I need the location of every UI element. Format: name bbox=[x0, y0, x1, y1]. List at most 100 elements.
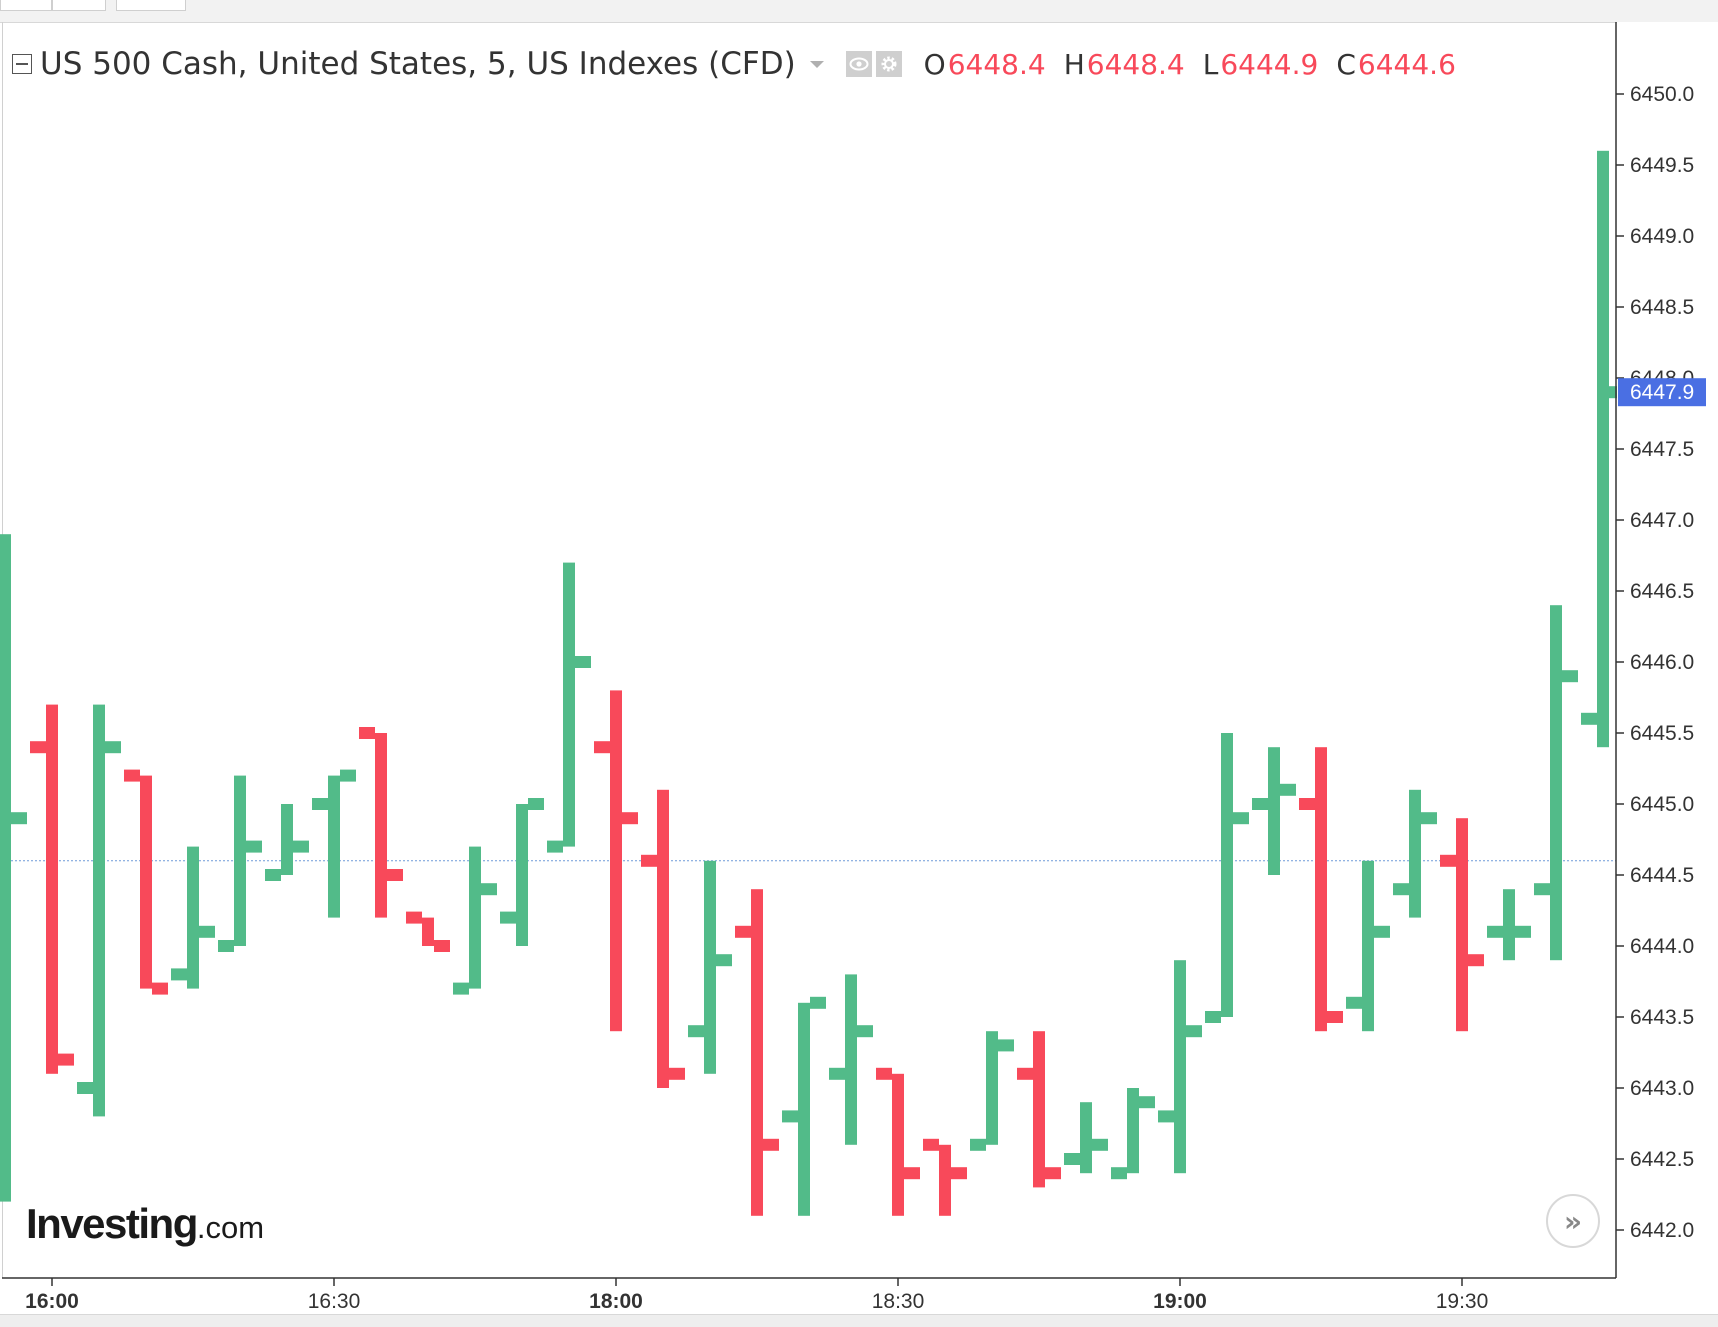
gear-icon[interactable] bbox=[875, 51, 902, 77]
bar-open-tick bbox=[1252, 798, 1268, 810]
bar-range bbox=[140, 775, 152, 989]
bar-range bbox=[46, 704, 58, 1074]
price-tick-label: 6443.5 bbox=[1630, 1006, 1694, 1029]
time-axis-bg bbox=[2, 1278, 1618, 1314]
bar-range bbox=[610, 690, 622, 1032]
bar-close-tick bbox=[763, 1138, 779, 1151]
ohlc-bar bbox=[218, 775, 262, 952]
bar-range bbox=[1597, 150, 1609, 748]
bar-range bbox=[1268, 747, 1280, 875]
bar-open-tick bbox=[1111, 1167, 1127, 1180]
bar-close-tick bbox=[1374, 925, 1390, 938]
bar-open-tick bbox=[453, 982, 469, 995]
bar-open-tick bbox=[1017, 1067, 1033, 1080]
price-tick-label: 6442.0 bbox=[1630, 1219, 1694, 1242]
bar-range bbox=[563, 562, 575, 847]
price-tick-label: 6445.0 bbox=[1630, 793, 1694, 816]
eye-icon[interactable] bbox=[845, 51, 872, 77]
bar-close-tick bbox=[1092, 1138, 1108, 1151]
symbol-title[interactable]: US 500 Cash, United States, 5, US Indexe… bbox=[40, 46, 796, 82]
bar-open-tick bbox=[641, 854, 657, 867]
price-tick-label: 6446.0 bbox=[1630, 651, 1694, 674]
bar-open-tick bbox=[782, 1110, 798, 1123]
dropdown-caret-icon[interactable] bbox=[809, 60, 824, 68]
bar-range bbox=[234, 775, 246, 946]
ohlc-bar bbox=[1534, 605, 1578, 961]
bar-close-tick bbox=[105, 741, 121, 754]
bar-open-tick bbox=[1064, 1153, 1080, 1165]
toolbar-button[interactable] bbox=[116, 0, 186, 11]
ohlc-bar bbox=[500, 798, 544, 946]
top-toolbar bbox=[0, 0, 1718, 23]
price-tick-label: 6449.5 bbox=[1630, 154, 1694, 177]
time-tick-label: 16:30 bbox=[308, 1290, 361, 1313]
bar-close-tick bbox=[998, 1039, 1014, 1052]
ohlc-bar bbox=[1393, 789, 1437, 918]
bar-open-tick bbox=[406, 911, 422, 924]
bar-open-tick bbox=[1534, 883, 1550, 896]
bar-range bbox=[892, 1073, 904, 1216]
bar-close-tick bbox=[1139, 1096, 1155, 1109]
bar-close-tick bbox=[1186, 1025, 1202, 1038]
ohlc-bar bbox=[782, 996, 826, 1216]
bar-range bbox=[1362, 860, 1374, 1032]
bar-open-tick bbox=[218, 940, 234, 952]
ohlc-bar bbox=[547, 562, 591, 853]
bar-close-tick bbox=[1045, 1167, 1061, 1180]
bar-open-tick bbox=[735, 925, 751, 938]
bar-range bbox=[1033, 1031, 1045, 1188]
ohlc-bar bbox=[359, 727, 403, 918]
bar-range bbox=[1456, 818, 1468, 1032]
bar-range bbox=[657, 789, 669, 1088]
scroll-to-latest-button[interactable]: » bbox=[1546, 1194, 1600, 1248]
time-tick-label: 18:30 bbox=[872, 1290, 925, 1313]
bar-close-tick bbox=[1233, 812, 1249, 825]
bar-open-tick bbox=[547, 840, 563, 853]
toolbar-button[interactable] bbox=[52, 0, 106, 11]
bar-close-tick bbox=[904, 1167, 920, 1180]
chart-legend: US 500 Cash, United States, 5, US Indexe… bbox=[12, 44, 1456, 84]
bar-close-tick bbox=[810, 996, 826, 1009]
bar-range bbox=[1080, 1102, 1092, 1174]
bar-open-tick bbox=[594, 741, 610, 754]
price-tick-label: 6450.0 bbox=[1630, 83, 1694, 106]
bar-open-tick bbox=[876, 1067, 892, 1080]
bar-range bbox=[328, 775, 340, 918]
bar-open-tick bbox=[1487, 925, 1503, 938]
price-tick-label: 6447.0 bbox=[1630, 509, 1694, 532]
price-tick-label: 6444.5 bbox=[1630, 864, 1694, 887]
bar-open-tick bbox=[312, 798, 328, 810]
ohlc-bar bbox=[594, 690, 638, 1032]
investing-logo: Investing.com bbox=[26, 1200, 264, 1248]
toolbar-button[interactable] bbox=[0, 0, 52, 11]
ohlc-bar bbox=[876, 1067, 920, 1216]
bar-open-tick bbox=[359, 727, 375, 739]
collapse-icon[interactable] bbox=[12, 54, 32, 74]
ohlc-bar bbox=[1252, 747, 1296, 875]
close-value: 6444.6 bbox=[1357, 47, 1456, 81]
bar-range bbox=[422, 917, 434, 946]
bar-close-tick bbox=[1515, 925, 1531, 938]
price-axis-bg bbox=[1617, 22, 1718, 1278]
ohlc-bar bbox=[829, 974, 873, 1145]
bar-open-tick bbox=[500, 911, 516, 924]
ohlc-bar bbox=[1299, 747, 1343, 1032]
price-tick-label: 6449.0 bbox=[1630, 225, 1694, 248]
time-tick-label: 18:00 bbox=[589, 1290, 643, 1313]
bar-range bbox=[0, 534, 11, 1202]
ohlc-bar bbox=[312, 769, 356, 918]
ohlc-bar bbox=[30, 704, 74, 1074]
ohlc-bar bbox=[1346, 860, 1390, 1032]
bar-close-tick bbox=[11, 812, 27, 825]
bar-close-tick bbox=[528, 798, 544, 810]
bar-range bbox=[375, 733, 387, 918]
close-label: C bbox=[1336, 47, 1356, 81]
bar-close-tick bbox=[387, 869, 403, 881]
bar-range bbox=[1221, 733, 1233, 1017]
last-price-label: 6447.9 bbox=[1630, 381, 1694, 404]
ohlc-bar bbox=[1158, 960, 1202, 1174]
bar-range bbox=[1315, 747, 1327, 1032]
ohlc-bar bbox=[453, 846, 497, 995]
bottom-bar bbox=[0, 1314, 1718, 1327]
